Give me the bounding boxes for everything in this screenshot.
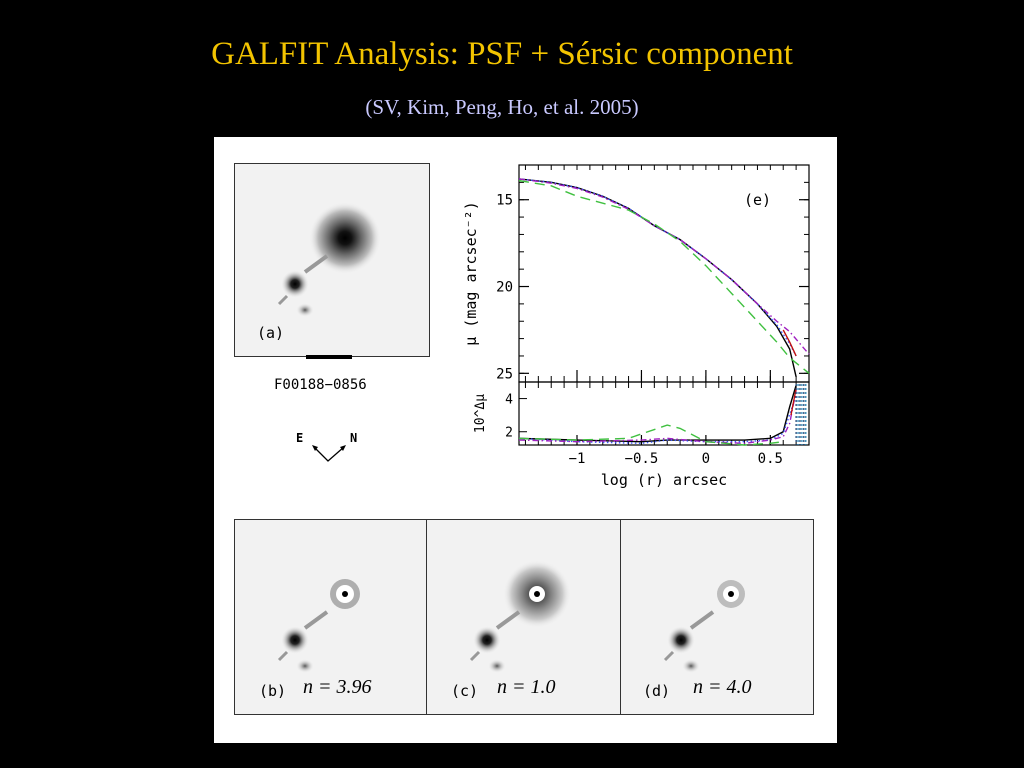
panel-b-sersic-index: n = 3.96 — [303, 676, 372, 698]
panel-d-label: (d) — [643, 682, 671, 700]
galfit-figure: (a) F00188−0856 E N −1 −0.5 0 0.5 15 20 25 2 4 (e… — [214, 137, 837, 743]
companion-tail — [277, 294, 289, 306]
panel-a-label: (a) — [257, 324, 285, 342]
companion-galaxy — [281, 270, 309, 298]
panel-e-label: (e) — [744, 191, 771, 209]
x-axis-label: log (r) arcsec — [601, 471, 727, 489]
x-tick-label: 0.5 — [758, 451, 783, 467]
panel-d-image: (d) n = 4.0 — [620, 519, 814, 715]
residual-series-0 — [518, 385, 797, 443]
compass-east-label: E — [296, 431, 304, 445]
galaxy-image-b — [277, 579, 360, 673]
galaxy-image-d — [663, 580, 745, 673]
residual-frame — [518, 381, 810, 446]
y-tick-label: 20 — [496, 280, 513, 296]
compass-arrow-icon — [312, 445, 346, 462]
x-tick-label: 0 — [702, 451, 710, 467]
slide-subtitle: (SV, Kim, Peng, Ho, et al. 2005) — [365, 95, 639, 119]
panel-b-image: (b) n = 3.96 — [234, 519, 428, 715]
compass-north-label: N — [350, 431, 358, 445]
residual-axis-label: 10^Δμ — [473, 394, 488, 433]
profile-series-0 — [518, 178, 797, 377]
x-tick-label: −1 — [569, 451, 586, 467]
tidal-bridge — [303, 254, 329, 274]
panel-d-sersic-index: n = 4.0 — [693, 676, 752, 698]
panel-c-sersic-index: n = 1.0 — [497, 676, 556, 698]
residual-series-4 — [518, 424, 784, 446]
y-tick-label: 15 — [496, 193, 513, 209]
faint-blob — [296, 303, 314, 317]
residual-tick-label: 4 — [505, 393, 513, 408]
galaxy-image-c — [469, 560, 571, 673]
profile-series-2 — [518, 178, 810, 355]
scale-bar — [306, 355, 352, 359]
residual-series-1 — [518, 395, 797, 445]
y-tick-label: 25 — [496, 366, 513, 382]
panel-b-label: (b) — [259, 682, 287, 700]
galaxy-image-a — [277, 202, 381, 317]
profile-chart: −1 −0.5 0 0.5 15 20 25 2 4 (e) log (r) arcsec μ (ma… — [462, 164, 810, 489]
y-axis-label: μ (mag arcsec⁻²) — [462, 201, 480, 346]
profile-series-3 — [782, 329, 797, 357]
panel-c-image: (c) n = 1.0 — [426, 519, 622, 715]
target-name: F00188−0856 — [274, 377, 367, 393]
residual-series-3 — [790, 388, 797, 416]
residual-tick-label: 2 — [505, 426, 513, 441]
panel-a-image: (a) — [234, 163, 430, 357]
panel-c-label: (c) — [451, 682, 479, 700]
x-tick-label: −0.5 — [625, 451, 659, 467]
profile-series-4 — [518, 179, 810, 374]
slide-title: GALFIT Analysis: PSF + Sérsic component — [211, 36, 793, 72]
residual-series-2 — [518, 390, 797, 445]
